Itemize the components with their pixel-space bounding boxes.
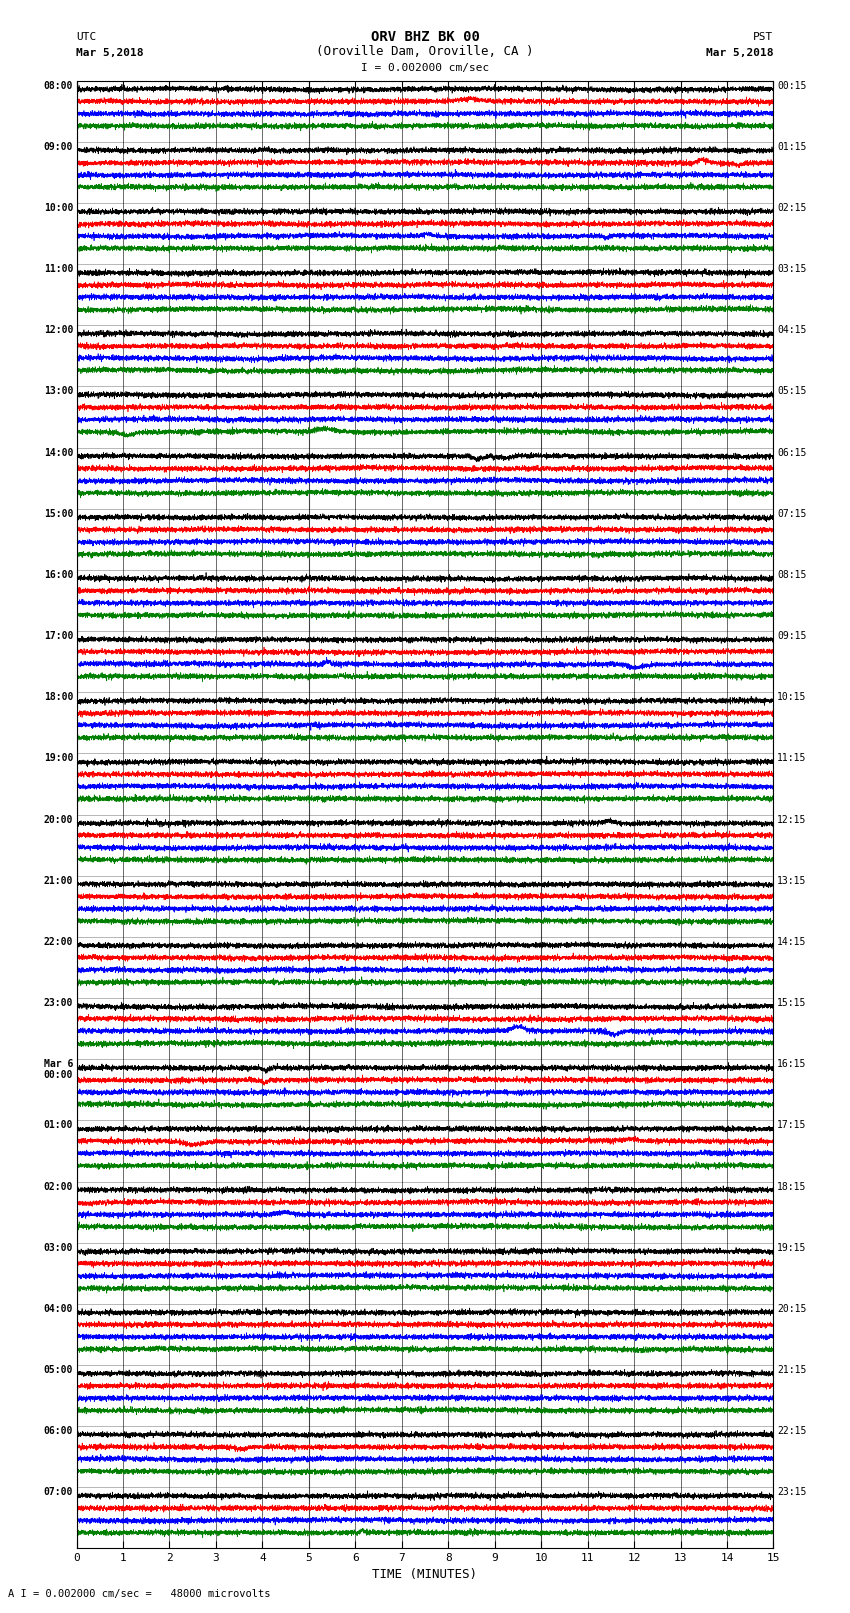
Text: Mar 6
00:00: Mar 6 00:00	[43, 1060, 73, 1081]
Text: 11:15: 11:15	[777, 753, 807, 763]
Text: 02:00: 02:00	[43, 1181, 73, 1192]
Text: 22:15: 22:15	[777, 1426, 807, 1436]
Text: PST: PST	[753, 32, 774, 42]
Text: 12:15: 12:15	[777, 815, 807, 824]
Text: (Oroville Dam, Oroville, CA ): (Oroville Dam, Oroville, CA )	[316, 45, 534, 58]
Text: 23:15: 23:15	[777, 1487, 807, 1497]
Text: 13:00: 13:00	[43, 387, 73, 397]
Text: 05:00: 05:00	[43, 1365, 73, 1374]
X-axis label: TIME (MINUTES): TIME (MINUTES)	[372, 1568, 478, 1581]
Text: A I = 0.002000 cm/sec =   48000 microvolts: A I = 0.002000 cm/sec = 48000 microvolts	[8, 1589, 271, 1598]
Text: 20:00: 20:00	[43, 815, 73, 824]
Text: 21:15: 21:15	[777, 1365, 807, 1374]
Text: 04:15: 04:15	[777, 326, 807, 336]
Text: 08:00: 08:00	[43, 81, 73, 90]
Text: 01:15: 01:15	[777, 142, 807, 152]
Text: 06:00: 06:00	[43, 1426, 73, 1436]
Text: 16:15: 16:15	[777, 1060, 807, 1069]
Text: 16:00: 16:00	[43, 569, 73, 581]
Text: 17:15: 17:15	[777, 1121, 807, 1131]
Text: 19:00: 19:00	[43, 753, 73, 763]
Text: 00:15: 00:15	[777, 81, 807, 90]
Text: 18:15: 18:15	[777, 1181, 807, 1192]
Text: 05:15: 05:15	[777, 387, 807, 397]
Text: 14:15: 14:15	[777, 937, 807, 947]
Text: 03:00: 03:00	[43, 1242, 73, 1253]
Text: 07:00: 07:00	[43, 1487, 73, 1497]
Text: 14:00: 14:00	[43, 447, 73, 458]
Text: 04:00: 04:00	[43, 1303, 73, 1315]
Text: 12:00: 12:00	[43, 326, 73, 336]
Text: 21:00: 21:00	[43, 876, 73, 886]
Text: 22:00: 22:00	[43, 937, 73, 947]
Text: Mar 5,2018: Mar 5,2018	[706, 48, 774, 58]
Text: 13:15: 13:15	[777, 876, 807, 886]
Text: UTC: UTC	[76, 32, 97, 42]
Text: 15:00: 15:00	[43, 508, 73, 519]
Text: 09:00: 09:00	[43, 142, 73, 152]
Text: 10:00: 10:00	[43, 203, 73, 213]
Text: 09:15: 09:15	[777, 631, 807, 640]
Text: 17:00: 17:00	[43, 631, 73, 640]
Text: 11:00: 11:00	[43, 265, 73, 274]
Text: Mar 5,2018: Mar 5,2018	[76, 48, 144, 58]
Text: 18:00: 18:00	[43, 692, 73, 702]
Text: I = 0.002000 cm/sec: I = 0.002000 cm/sec	[361, 63, 489, 73]
Text: 07:15: 07:15	[777, 508, 807, 519]
Text: 02:15: 02:15	[777, 203, 807, 213]
Text: ORV BHZ BK 00: ORV BHZ BK 00	[371, 31, 479, 44]
Text: 03:15: 03:15	[777, 265, 807, 274]
Text: 15:15: 15:15	[777, 998, 807, 1008]
Text: 23:00: 23:00	[43, 998, 73, 1008]
Text: 19:15: 19:15	[777, 1242, 807, 1253]
Text: 10:15: 10:15	[777, 692, 807, 702]
Text: 06:15: 06:15	[777, 447, 807, 458]
Text: 08:15: 08:15	[777, 569, 807, 581]
Text: 20:15: 20:15	[777, 1303, 807, 1315]
Text: 01:00: 01:00	[43, 1121, 73, 1131]
